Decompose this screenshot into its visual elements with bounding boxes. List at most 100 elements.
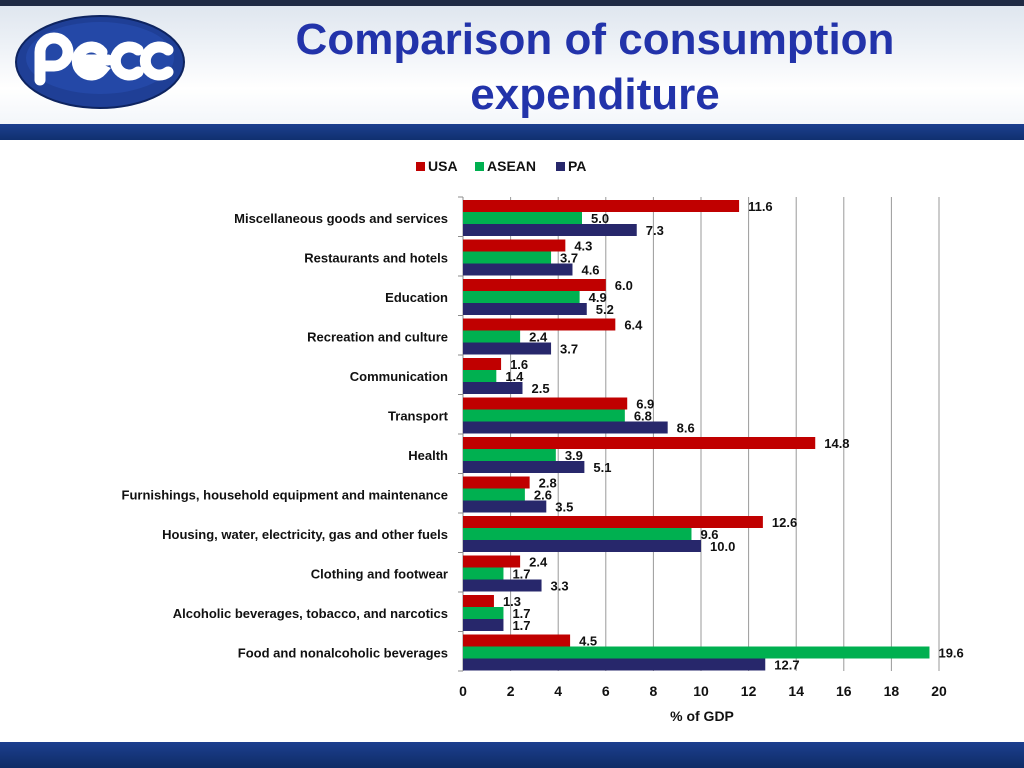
legend-swatch-pa	[556, 162, 565, 171]
x-tick-label: 12	[741, 683, 757, 699]
bar-usa-transport	[463, 397, 628, 410]
data-label-pa-miscellaneous-goods-and-services: 7.3	[646, 223, 664, 238]
data-label-usa-education: 6.0	[615, 278, 633, 293]
x-tick-label: 20	[931, 683, 947, 699]
data-label-usa-restaurants-and-hotels: 4.3	[574, 239, 592, 254]
chart-gridlines	[458, 196, 940, 672]
bar-asean-recreation-and-culture	[463, 330, 521, 343]
category-label-miscellaneous-goods-and-services: Miscellaneous goods and services	[234, 211, 448, 226]
data-label-pa-furnishings-household-equipment-and-maintenance: 3.5	[555, 500, 573, 515]
data-label-usa-transport: 6.9	[636, 397, 654, 412]
data-label-pa-clothing-and-footwear: 3.3	[551, 579, 569, 594]
bar-usa-food-and-nonalcoholic-beverages	[463, 634, 571, 647]
data-label-pa-alcoholic-beverages-tobacco-and-narcotics: 1.7	[512, 618, 530, 633]
category-label-restaurants-and-hotels: Restaurants and hotels	[304, 251, 448, 266]
category-label-furnishings-household-equipment-and-maintenance: Furnishings, household equipment and mai…	[122, 488, 448, 503]
category-label-food-and-nonalcoholic-beverages: Food and nonalcoholic beverages	[238, 646, 448, 661]
bar-asean-transport	[463, 409, 625, 422]
bar-pa-alcoholic-beverages-tobacco-and-narcotics	[463, 619, 504, 631]
data-label-asean-alcoholic-beverages-tobacco-and-narcotics: 1.7	[512, 606, 530, 621]
data-label-usa-health: 14.8	[824, 436, 849, 451]
data-label-usa-food-and-nonalcoholic-beverages: 4.5	[579, 634, 597, 649]
data-label-usa-recreation-and-culture: 6.4	[624, 318, 643, 333]
title-line-1: Comparison of consumption	[295, 15, 895, 64]
bar-pa-furnishings-household-equipment-and-maintenance	[463, 500, 547, 513]
x-tick-label: 8	[650, 683, 658, 699]
data-label-pa-housing-water-electricity-gas-and-other-fuels: 10.0	[710, 539, 735, 554]
bar-pa-transport	[463, 421, 668, 434]
x-tick-label: 10	[693, 683, 709, 699]
category-label-transport: Transport	[388, 409, 449, 424]
bar-asean-health	[463, 449, 556, 461]
bar-pa-clothing-and-footwear	[463, 579, 542, 592]
bar-usa-furnishings-household-equipment-and-maintenance	[463, 476, 530, 489]
data-label-asean-communication: 1.4	[505, 369, 524, 384]
x-tick-label: 18	[884, 683, 900, 699]
bar-pa-housing-water-electricity-gas-and-other-fuels	[463, 540, 701, 552]
bar-asean-alcoholic-beverages-tobacco-and-narcotics	[463, 607, 504, 619]
x-tick-label: 4	[554, 683, 562, 699]
chart-legend: USA ASEAN PA	[416, 158, 586, 174]
legend-label-asean: ASEAN	[487, 158, 536, 174]
data-label-asean-food-and-nonalcoholic-beverages: 19.6	[938, 646, 963, 661]
pecc-logo	[15, 15, 185, 109]
bar-asean-housing-water-electricity-gas-and-other-fuels	[463, 528, 692, 540]
bar-pa-health	[463, 461, 585, 473]
data-label-pa-health: 5.1	[593, 460, 611, 475]
bar-pa-education	[463, 303, 587, 315]
data-label-asean-restaurants-and-hotels: 3.7	[560, 251, 578, 266]
data-label-usa-furnishings-household-equipment-and-maintenance: 2.8	[539, 476, 557, 491]
legend-label-pa: PA	[568, 158, 586, 174]
title-line-2: expenditure	[470, 70, 720, 119]
x-tick-label: 14	[788, 683, 804, 699]
x-axis-ticks: 0 2 4 6 8 10 12 14 16 18 20	[459, 683, 947, 699]
x-axis-label: % of GDP	[670, 708, 734, 724]
category-label-health: Health	[408, 448, 448, 463]
top-border	[0, 0, 1024, 6]
slide-title: Comparison of consumption expenditure	[210, 12, 980, 122]
bar-pa-communication	[463, 382, 523, 394]
category-label-housing-water-electricity-gas-and-other-fuels: Housing, water, electricity, gas and oth…	[162, 527, 448, 542]
x-tick-label: 0	[459, 683, 467, 699]
data-label-asean-transport: 6.8	[634, 409, 652, 424]
bar-usa-clothing-and-footwear	[463, 555, 521, 568]
bar-usa-miscellaneous-goods-and-services	[463, 200, 740, 212]
data-label-usa-clothing-and-footwear: 2.4	[529, 555, 548, 570]
bar-pa-food-and-nonalcoholic-beverages	[463, 658, 766, 671]
bar-asean-miscellaneous-goods-and-services	[463, 212, 582, 224]
data-label-pa-communication: 2.5	[532, 381, 550, 396]
data-label-asean-furnishings-household-equipment-and-maintenance: 2.6	[534, 488, 552, 503]
category-label-education: Education	[385, 290, 448, 305]
x-tick-label: 16	[836, 683, 852, 699]
chart-bars: 11.65.07.34.33.74.66.04.95.26.42.43.71.6…	[463, 199, 964, 673]
bar-usa-housing-water-electricity-gas-and-other-fuels	[463, 516, 763, 528]
bar-asean-communication	[463, 370, 497, 382]
data-label-usa-alcoholic-beverages-tobacco-and-narcotics: 1.3	[503, 594, 521, 609]
bar-asean-clothing-and-footwear	[463, 567, 504, 580]
data-label-pa-transport: 8.6	[677, 421, 695, 436]
bar-asean-education	[463, 291, 580, 303]
legend-swatch-asean	[475, 162, 484, 171]
data-label-asean-miscellaneous-goods-and-services: 5.0	[591, 211, 609, 226]
category-label-alcoholic-beverages-tobacco-and-narcotics: Alcoholic beverages, tobacco, and narcot…	[173, 606, 448, 621]
data-label-asean-education: 4.9	[589, 290, 607, 305]
bar-pa-recreation-and-culture	[463, 342, 552, 355]
consumption-bar-chart: USA ASEAN PA 11.65.07.34.33.74.66.04.95.26…	[122, 158, 964, 724]
data-label-usa-miscellaneous-goods-and-services: 11.6	[748, 199, 773, 214]
category-label-clothing-and-footwear: Clothing and footwear	[311, 567, 448, 582]
data-label-pa-recreation-and-culture: 3.7	[560, 342, 578, 357]
bar-usa-alcoholic-beverages-tobacco-and-narcotics	[463, 595, 494, 607]
bar-usa-communication	[463, 358, 502, 370]
header-band	[0, 124, 1024, 140]
bar-asean-restaurants-and-hotels	[463, 251, 552, 264]
data-label-usa-communication: 1.6	[510, 357, 528, 372]
data-label-usa-housing-water-electricity-gas-and-other-fuels: 12.6	[772, 515, 797, 530]
bar-usa-education	[463, 279, 606, 291]
bar-pa-miscellaneous-goods-and-services	[463, 224, 637, 236]
bar-asean-food-and-nonalcoholic-beverages	[463, 646, 930, 659]
data-label-pa-food-and-nonalcoholic-beverages: 12.7	[774, 658, 799, 673]
data-label-asean-housing-water-electricity-gas-and-other-fuels: 9.6	[700, 527, 718, 542]
footer-band	[0, 742, 1024, 768]
bar-usa-recreation-and-culture	[463, 318, 616, 331]
bar-usa-health	[463, 437, 816, 449]
